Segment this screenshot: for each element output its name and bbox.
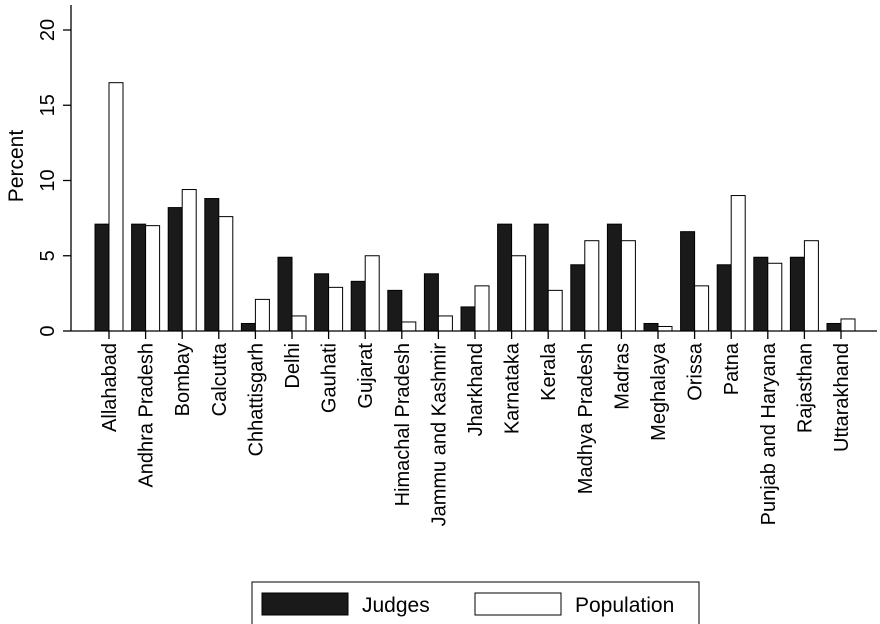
bar-population: [840, 318, 856, 332]
bar-population: [254, 298, 270, 332]
bar-population: [584, 240, 600, 332]
bar-population: [328, 286, 344, 332]
bar-judges: [314, 273, 330, 332]
bar-population: [437, 315, 453, 332]
x-tick-label: Calcutta: [209, 342, 231, 416]
y-tick-label: 0: [37, 325, 59, 336]
bar-judges: [606, 223, 622, 332]
y-tick-label: 5: [37, 250, 59, 261]
bar-population: [218, 216, 234, 332]
x-tick-label: Jharkhand: [465, 343, 487, 436]
bar-population: [291, 315, 307, 332]
bar-judges: [167, 207, 183, 332]
x-tick-label: Karnataka: [502, 342, 524, 434]
x-tick-label: Allahabad: [99, 343, 121, 432]
x-tick-label: Himachal Pradesh: [392, 343, 414, 506]
bar-judges: [643, 322, 659, 332]
bar-judges: [131, 223, 147, 332]
axes-group: [70, 5, 877, 332]
x-tick-label: Uttarakhand: [831, 343, 853, 452]
x-tick-label: Patna: [721, 342, 743, 395]
x-tick-label: Kerala: [538, 342, 560, 401]
bar-judges: [423, 273, 439, 332]
x-tick-label: Punjab and Haryana: [758, 342, 780, 525]
bar-judges: [240, 322, 256, 332]
bar-judges: [94, 223, 110, 332]
bar-judges: [753, 256, 769, 332]
y-axis-label: Percent: [5, 130, 28, 203]
bar-population: [364, 255, 380, 332]
bar-judges: [533, 223, 549, 332]
bar-population: [803, 240, 819, 332]
legend-label-judges: Judges: [362, 594, 430, 617]
bar-judges: [716, 264, 732, 332]
bar-population: [474, 285, 490, 332]
bar-population: [767, 262, 783, 332]
bar-population: [657, 325, 673, 332]
y-tick-label: 20: [37, 19, 59, 41]
bar-judges: [570, 264, 586, 332]
bar-population: [401, 321, 417, 332]
bar-judges: [460, 306, 476, 332]
bar-population: [547, 289, 563, 332]
legend-swatch-population: [474, 592, 562, 616]
legend-label-population: Population: [575, 594, 674, 617]
bar-judges: [277, 256, 293, 332]
legend: Judges Population: [251, 581, 700, 624]
bar-population: [694, 285, 710, 332]
x-tick-label: Gauhati: [319, 343, 341, 413]
bar-population: [620, 240, 636, 332]
bar-judges: [387, 289, 403, 332]
x-tick-label: Orissa: [685, 342, 707, 401]
x-tick-label: Rajasthan: [794, 343, 816, 433]
bar-judges: [350, 280, 366, 332]
x-tick-label: Chhattisgarh: [245, 343, 267, 456]
x-tick-label: Jammu and Kashmir: [428, 343, 450, 527]
x-tick-label: Madhya Pradesh: [575, 343, 597, 494]
x-tick-label: Meghalaya: [648, 342, 670, 441]
bar-population: [108, 82, 124, 332]
bar-judges: [680, 231, 696, 332]
bar-judges: [497, 223, 513, 332]
x-tick-label: Andhra Pradesh: [136, 343, 158, 488]
bar-population: [181, 189, 197, 332]
bar-judges: [826, 322, 842, 332]
y-ticks-group: 0 5 10 15 20: [37, 19, 71, 337]
x-labels-group: Allahabad Andhra Pradesh Bombay Calcutta Chh…: [99, 331, 853, 526]
bars-group: [94, 82, 856, 332]
legend-swatch-judges: [261, 592, 349, 616]
x-tick-label: Delhi: [282, 343, 304, 389]
bar-population: [145, 225, 161, 332]
bar-population: [511, 255, 527, 332]
x-tick-label: Bombay: [172, 343, 194, 416]
x-tick-label: Madras: [611, 343, 633, 410]
y-tick-label: 10: [37, 169, 59, 191]
bar-judges: [204, 198, 220, 332]
bar-judges: [789, 256, 805, 332]
x-tick-label: Gujarat: [355, 343, 377, 409]
bar-population: [730, 195, 746, 332]
y-tick-label: 15: [37, 94, 59, 116]
